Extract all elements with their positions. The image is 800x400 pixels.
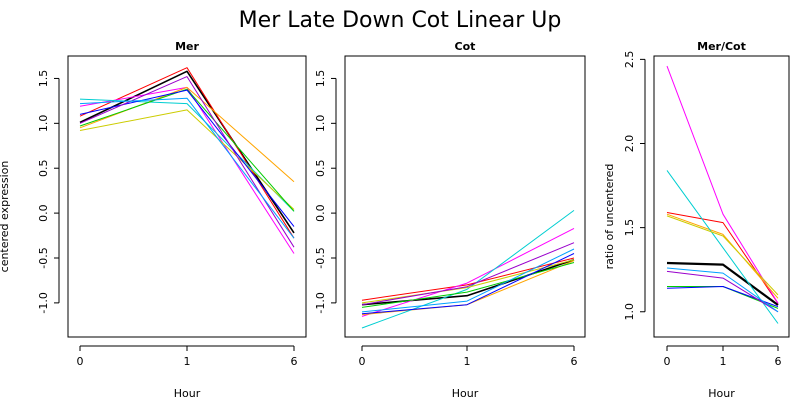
y-tick-label: 1.5 [37, 70, 50, 88]
x-tick-label: 6 [571, 355, 578, 368]
series-line-10 [666, 267, 779, 313]
y-tick-label: -1.0 [37, 292, 50, 313]
x-axis-label: Hour [708, 387, 735, 400]
panel-title: Mer [175, 40, 199, 53]
series-line-6 [79, 109, 295, 210]
series-line-5 [361, 209, 575, 329]
x-axis-label: Hour [452, 387, 479, 400]
series-line-5 [79, 98, 295, 212]
series-line-1 [666, 261, 779, 306]
panel-3: Mer/Cot 0 1 6 Hour 1.0 1.5 2.0 2.5 ratio of uncen… [603, 40, 790, 400]
y-axis-label: ratio of uncentered [603, 164, 616, 270]
series-line-7 [361, 262, 575, 308]
x-tick-label: 0 [77, 355, 84, 368]
panel-title: Mer/Cot [697, 40, 746, 53]
series-line-8 [666, 286, 779, 308]
series-line-7 [79, 88, 295, 212]
y-tick-label: 1.5 [314, 70, 327, 88]
series-line-3 [79, 86, 295, 254]
y-tick-label: 2.5 [623, 51, 636, 68]
y-axis-label: centered expression [0, 161, 11, 273]
y-tick-label: 0.0 [314, 204, 327, 222]
series-line-1 [361, 259, 575, 306]
y-tick-label: 2.0 [623, 135, 636, 153]
series-line-9 [361, 242, 575, 306]
panel-1: Mer 0 1 6 Hour -1.0 -0.5 0.0 0.5 1.0 1.5 centered e… [0, 40, 307, 400]
series-line-2 [666, 212, 779, 304]
y-tick-label: 1.0 [37, 115, 50, 133]
y-tick-label: -0.5 [314, 247, 327, 268]
plot-frame [67, 55, 307, 338]
y-tick-label: -1.0 [314, 292, 327, 313]
series-line-2 [361, 257, 575, 301]
x-tick-label: 1 [464, 355, 471, 368]
x-tick-label: 0 [359, 355, 366, 368]
y-tick-label: 1.5 [623, 219, 636, 237]
series-line-6 [666, 215, 779, 296]
series-line-8 [361, 253, 575, 315]
series-line-4 [79, 86, 295, 183]
y-tick-label: -0.5 [37, 247, 50, 268]
series-line-1 [79, 70, 295, 234]
x-tick-label: 6 [775, 355, 782, 368]
series-line-7 [667, 286, 779, 309]
series-line-9 [79, 76, 295, 248]
series-line-4 [666, 213, 779, 299]
series-line-6 [361, 259, 575, 304]
plot-frame [344, 55, 586, 338]
y-tick-label: 1.0 [623, 303, 636, 321]
plot-frame [653, 55, 790, 338]
series-line-3 [361, 227, 575, 317]
series-line-5 [666, 170, 779, 324]
y-tick-label: 0.0 [37, 204, 50, 222]
y-tick-label: 1.0 [314, 115, 327, 133]
series-line-9 [666, 270, 779, 313]
x-tick-label: 1 [720, 355, 727, 368]
x-tick-label: 6 [291, 355, 298, 368]
series-line-3 [666, 65, 779, 304]
x-axis-label: Hour [174, 387, 201, 400]
panel-title: Cot [455, 40, 476, 53]
y-tick-label: 0.5 [37, 159, 50, 177]
x-tick-label: 1 [184, 355, 191, 368]
panel-2: Cot 0 1 6 Hour -1.0 -0.5 0.0 0.5 1.0 1.5 [314, 40, 586, 400]
figure-title: Mer Late Down Cot Linear Up [239, 8, 562, 33]
series-line-8 [79, 89, 295, 227]
x-tick-label: 0 [664, 355, 671, 368]
series-line-10 [79, 97, 295, 239]
y-tick-label: 0.5 [314, 159, 327, 177]
series-line-10 [361, 248, 575, 313]
